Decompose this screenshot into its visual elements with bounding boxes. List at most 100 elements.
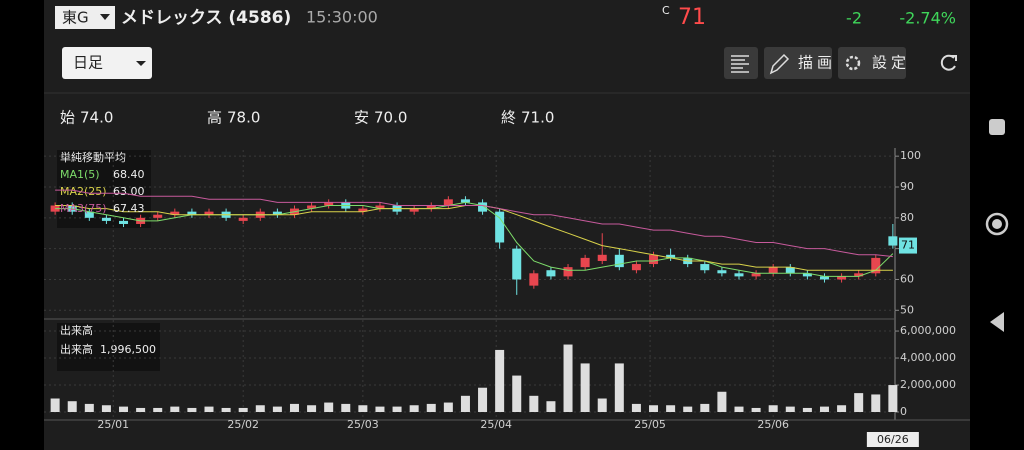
candle-body xyxy=(631,264,641,271)
price-tag-label: 71 xyxy=(901,239,915,252)
recent-button[interactable] xyxy=(989,119,1005,135)
home-dot xyxy=(992,219,1002,229)
indicator-button[interactable] xyxy=(724,47,758,79)
candle-body xyxy=(837,276,847,280)
candle-body xyxy=(512,248,522,280)
volume-bar xyxy=(631,403,641,412)
candle-body xyxy=(717,270,727,274)
x-tick-label: 25/05 xyxy=(634,418,666,431)
market-select[interactable] xyxy=(55,6,115,29)
volume-bar xyxy=(307,405,317,412)
candle-body xyxy=(272,211,282,215)
candle-body xyxy=(785,267,795,274)
volume-bar xyxy=(546,401,556,412)
volume-bar xyxy=(187,407,197,412)
ma-legend-box xyxy=(57,150,151,228)
volume-bar xyxy=(802,407,812,412)
candle-body xyxy=(768,267,778,274)
candle-body xyxy=(614,254,624,268)
list-icon xyxy=(731,55,749,73)
candle-body xyxy=(751,273,761,277)
volume-bar xyxy=(204,406,214,412)
volume-bar xyxy=(785,406,795,412)
y-tick-label: 80 xyxy=(900,211,914,224)
period-select[interactable] xyxy=(62,47,152,79)
stock-name: メドレックス (4586) xyxy=(121,8,291,28)
candle-body xyxy=(546,270,556,277)
volume-bar xyxy=(460,395,470,412)
candle-body xyxy=(819,276,829,280)
volume-bar xyxy=(67,401,77,412)
y-tick-label: 60 xyxy=(900,272,914,285)
x-tick-label: 25/02 xyxy=(227,418,259,431)
candle-body xyxy=(204,211,214,215)
summary-value: 71.0 xyxy=(521,109,554,127)
legend-value: 68.40 xyxy=(113,168,145,181)
volume-bar xyxy=(768,405,778,412)
candle-body xyxy=(307,205,317,209)
volume-bar xyxy=(50,398,60,412)
candle-body xyxy=(101,217,111,221)
candle-body xyxy=(580,257,590,268)
settings-label: 設定 xyxy=(872,54,910,72)
volume-bar xyxy=(409,405,419,412)
back-button[interactable] xyxy=(990,312,1004,332)
volume-bar xyxy=(443,402,453,412)
summary-label: 高 xyxy=(207,109,222,127)
x-tick-label: 25/06 xyxy=(757,418,789,431)
home-button[interactable] xyxy=(985,212,1009,236)
price: 71 xyxy=(678,5,706,30)
y-tick-label: 0 xyxy=(900,405,907,418)
y-tick-label: 50 xyxy=(900,303,914,316)
volume-bar xyxy=(272,406,282,412)
volume-bar xyxy=(854,393,864,412)
candle-body xyxy=(529,273,539,286)
candle-body xyxy=(409,208,419,212)
caret xyxy=(136,61,146,66)
period: 日足 xyxy=(73,54,103,72)
legend-value: 63.00 xyxy=(113,185,145,198)
volume-bar xyxy=(683,406,693,412)
volume-bar xyxy=(341,403,351,412)
candle-body xyxy=(358,208,368,212)
volume-bar xyxy=(614,363,624,412)
ma-line xyxy=(55,189,893,258)
candle-body xyxy=(187,211,197,215)
volume-bar xyxy=(666,405,676,412)
candle-body xyxy=(563,267,573,277)
pencil-icon xyxy=(769,53,790,75)
volume-bar xyxy=(426,403,436,412)
candle-body xyxy=(170,211,180,215)
time: 15:30:00 xyxy=(306,8,378,27)
x-tick-label: 25/03 xyxy=(347,418,379,431)
y-tick-label: 4,000,000 xyxy=(900,351,956,364)
volume-bar xyxy=(751,407,761,412)
draw-button[interactable] xyxy=(764,47,832,79)
candle-body xyxy=(460,199,470,203)
candle-body xyxy=(802,273,812,277)
volume-bar xyxy=(700,403,710,412)
gear-icon xyxy=(845,55,861,71)
volume-bar xyxy=(136,407,146,412)
volume-bar xyxy=(119,406,129,412)
volume-bar xyxy=(358,405,368,412)
price-tag xyxy=(899,237,917,254)
candle-body xyxy=(153,214,163,218)
change-pct: -2.74% xyxy=(899,9,956,28)
cursor-label: 06/26 xyxy=(877,433,909,446)
volume-bar xyxy=(597,398,607,412)
volume-bar xyxy=(888,385,898,412)
candle-body xyxy=(426,205,436,209)
summary-value: 78.0 xyxy=(227,109,260,127)
volume-bar xyxy=(170,406,180,412)
market: 東G xyxy=(62,9,89,27)
volume-bar xyxy=(324,402,334,412)
summary-label: 終 xyxy=(501,109,516,127)
settings-button[interactable] xyxy=(838,47,906,79)
candle-body xyxy=(443,199,453,206)
candle-body xyxy=(84,211,94,218)
refresh-icon[interactable] xyxy=(940,54,956,71)
cursor-box xyxy=(866,432,919,447)
volume-bar xyxy=(512,375,522,412)
